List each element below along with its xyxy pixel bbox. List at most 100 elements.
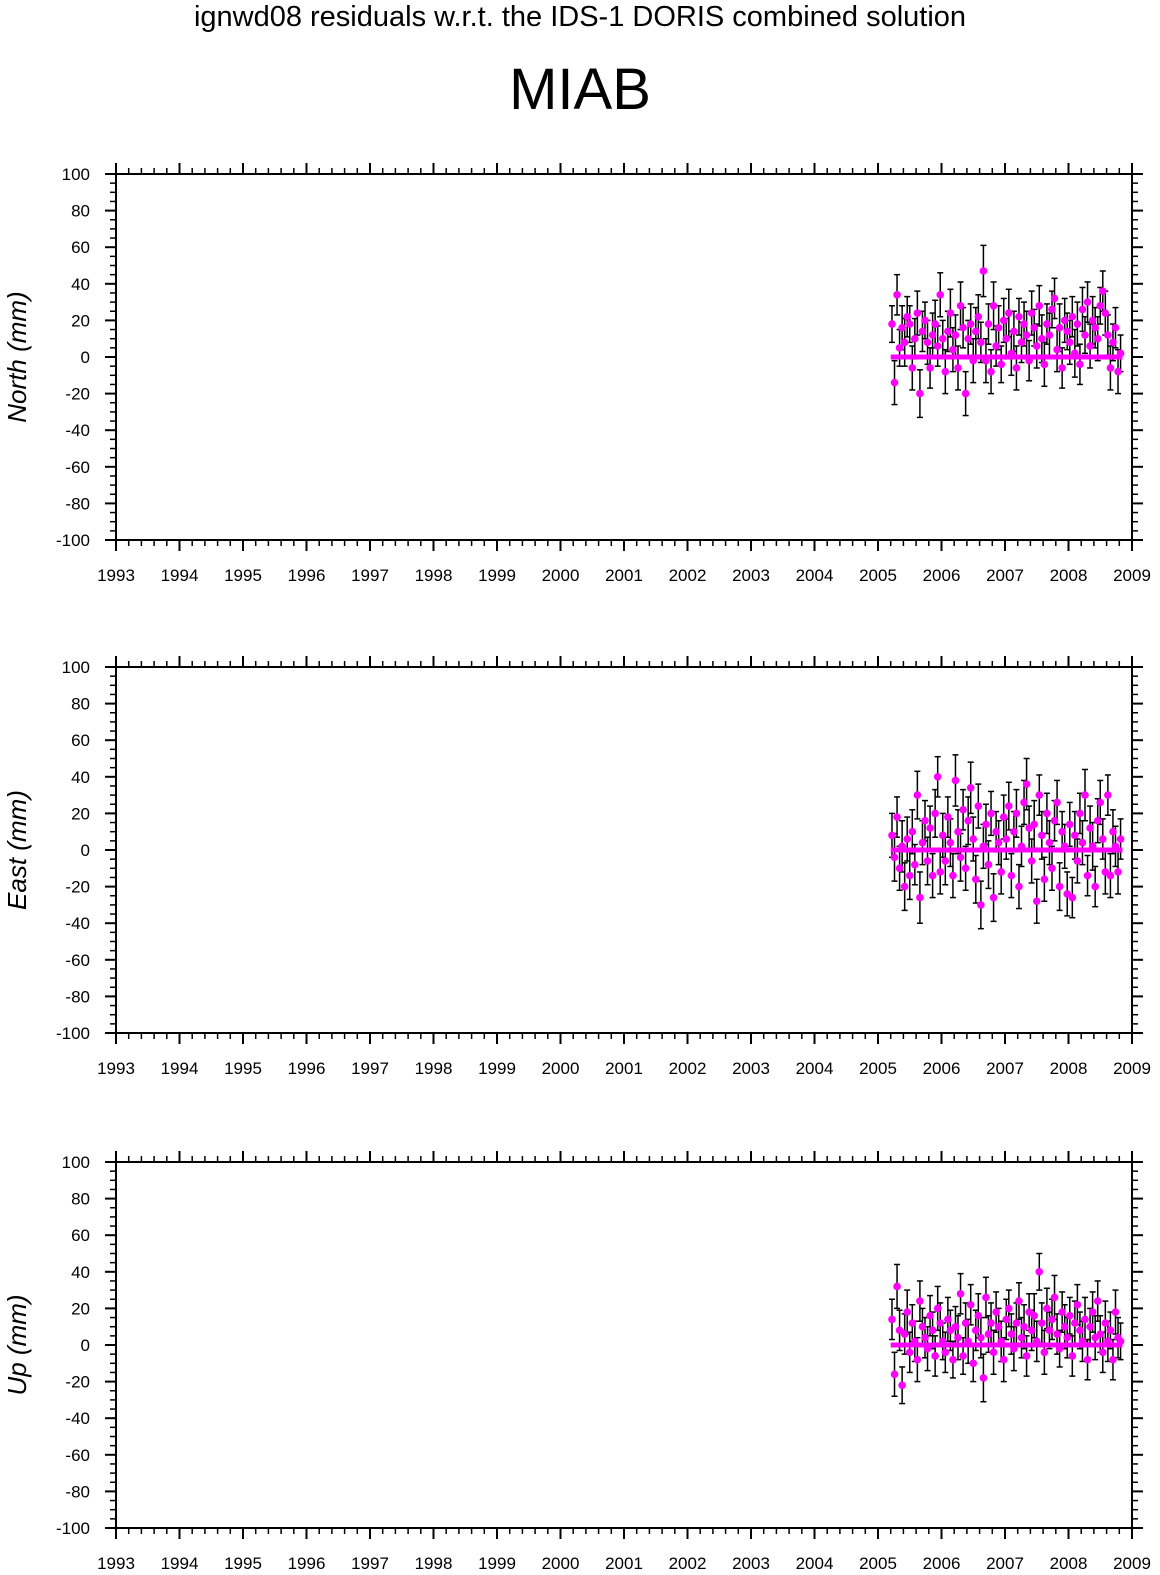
data-point [951,1322,960,1331]
x-tick-label: 2005 [859,566,897,585]
data-point [918,1322,927,1331]
data-point [1073,857,1082,865]
data-point [989,301,998,310]
data-point [1048,1315,1056,1324]
x-tick-label: 2002 [669,1059,707,1078]
x-tick-label: 1993 [97,1554,135,1573]
y-tick-label: -20 [65,1373,90,1392]
data-point [1038,831,1046,840]
data-point [974,802,983,810]
data-point [959,805,967,814]
data-point [1015,882,1023,891]
data-point [913,791,922,799]
data-point [1063,1333,1072,1342]
data-point [1078,305,1087,314]
x-tick-label: 2006 [923,1059,961,1078]
x-tick-label: 1993 [97,566,135,585]
data-point [992,827,1000,836]
x-tick-label: 2001 [605,566,643,585]
data-point [999,813,1008,821]
data-point [984,860,993,869]
y-tick-label: 80 [71,695,90,714]
data-point [1073,1300,1082,1309]
x-tick-label: 1994 [161,1059,199,1078]
data-point [954,364,962,372]
data-point [895,344,904,352]
data-point [979,267,988,275]
data-point [1005,802,1013,810]
data-point [1045,1326,1054,1335]
data-point [961,864,970,873]
data-point [898,842,906,851]
data-point [1106,871,1115,880]
data-point [944,1315,952,1324]
data-point [1020,1322,1028,1331]
data-point [1093,1297,1102,1305]
x-tick-label: 2004 [796,566,834,585]
data-point [941,857,950,865]
x-tick-label: 1993 [97,1059,135,1078]
y-tick-label: 100 [62,658,90,677]
data-point [1040,360,1049,369]
y-tick-label: 100 [62,1153,90,1172]
x-tick-label: 1997 [351,566,389,585]
x-tick-label: 2003 [732,1059,770,1078]
data-point [1010,1344,1018,1353]
data-point [1096,1330,1105,1338]
y-tick-label: -40 [65,914,90,933]
data-point [1106,1326,1115,1335]
data-point [1045,331,1054,339]
y-axis-label: North (mm) [2,291,32,422]
data-point [1106,364,1115,372]
data-point [969,835,978,843]
data-point [1050,1293,1059,1302]
data-point [964,1337,972,1346]
data-point [923,338,932,347]
data-point [1025,356,1033,365]
data-point [893,290,901,299]
data-point [954,827,962,836]
data-point [946,838,955,847]
x-tick-label: 2002 [669,1554,707,1573]
data-point [974,1311,983,1320]
data-point [1017,842,1026,851]
data-point [977,901,985,909]
data-point [1010,327,1018,336]
data-point [928,1326,937,1335]
data-point [994,1322,1003,1331]
data-point [956,853,965,862]
data-point [1086,824,1094,832]
data-point [893,813,901,821]
y-tick-label: -100 [56,531,90,550]
data-point [964,334,972,343]
y-tick-label: 80 [71,1190,90,1209]
data-point [1065,338,1074,347]
data-point [926,1311,934,1320]
data-point [941,1348,950,1357]
y-axis-label: East (mm) [2,790,32,910]
data-point [959,1352,967,1360]
data-point [1058,364,1066,372]
data-point [931,320,939,328]
data-point [1076,809,1084,818]
data-point [905,320,914,328]
data-point [1088,842,1097,851]
x-tick-label: 2004 [796,1554,834,1573]
x-tick-label: 2007 [986,566,1024,585]
data-point [918,327,927,336]
data-point [1020,320,1028,328]
x-tick-label: 2008 [1050,566,1088,585]
data-point [1104,1337,1112,1346]
data-point [1116,1337,1125,1346]
data-point [1005,1304,1013,1313]
data-point [966,1300,975,1309]
x-tick-label: 1994 [161,566,199,585]
data-point [908,827,917,836]
x-tick-label: 1995 [224,1554,262,1573]
y-tick-label: -100 [56,1519,90,1538]
data-point [949,1355,957,1364]
panel-up: 1993 1994 1995 1996 1997 1998 1999 2000 2001 2002… [2,1151,1151,1573]
data-point [913,1355,922,1364]
x-tick-label: 2009 [1113,566,1151,585]
